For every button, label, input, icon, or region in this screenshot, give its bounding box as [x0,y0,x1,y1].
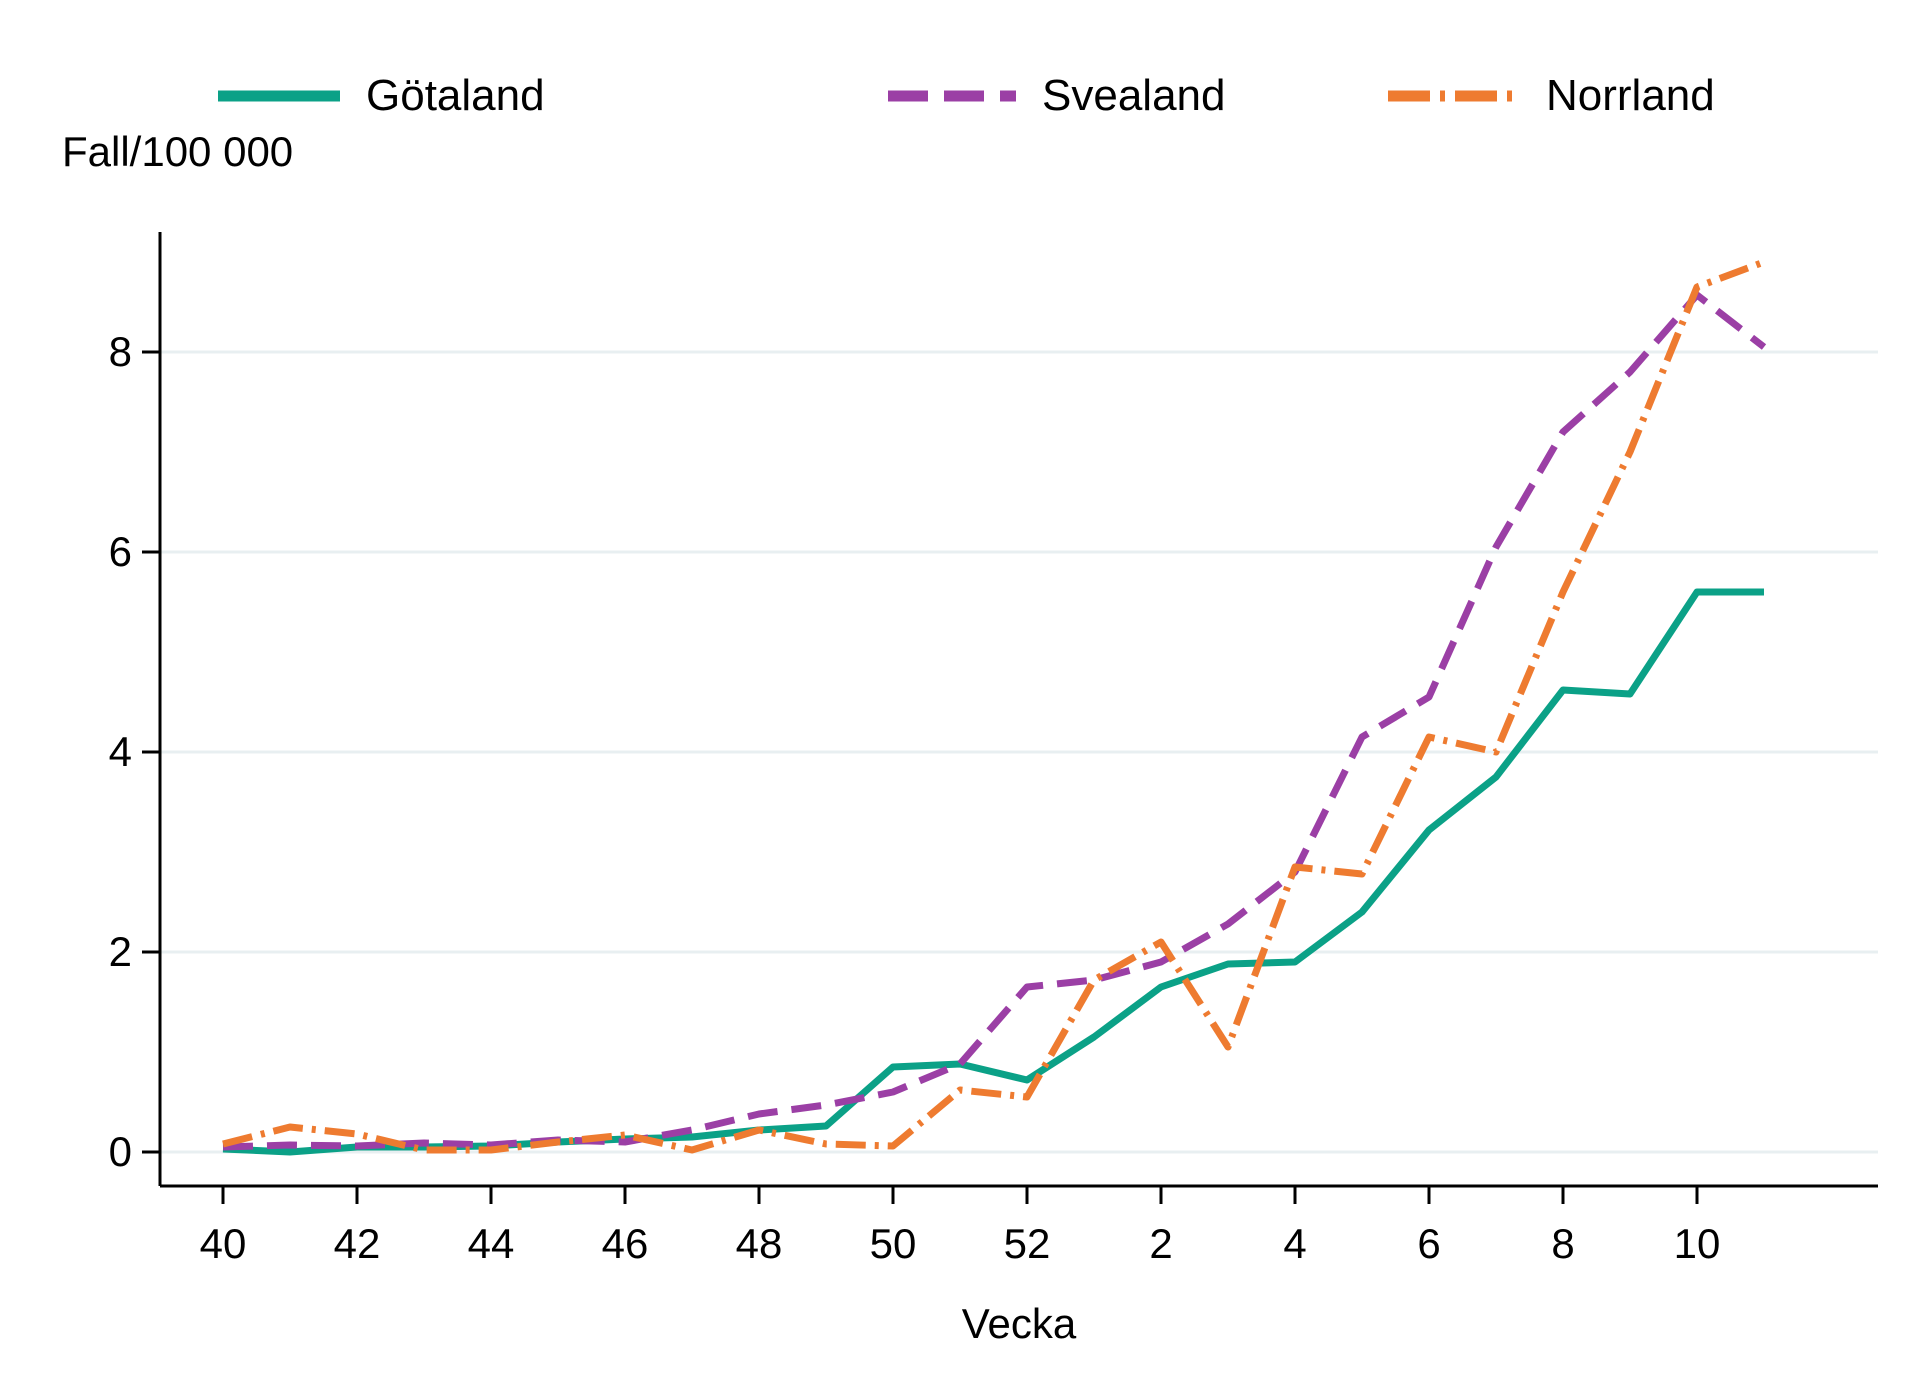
y-tick-label: 8 [109,328,132,375]
legend-item-norrland: Norrland [1388,70,1715,122]
x-tick-label: 10 [1674,1220,1721,1267]
y-tick-label: 6 [109,528,132,575]
x-tick-label: 4 [1283,1220,1306,1267]
legend-item-gotaland: Götaland [218,70,545,122]
legend-swatch-svealand [888,90,1016,102]
x-tick-label: 8 [1551,1220,1574,1267]
legend-swatch-gotaland [218,90,340,102]
series-line-0 [222,588,1764,1156]
y-axis-title: Fall/100 000 [62,128,294,175]
x-tick-label: 48 [736,1220,783,1267]
x-tick-label: 6 [1417,1220,1440,1267]
legend-item-svealand: Svealand [888,70,1225,122]
x-tick-label: 46 [602,1220,649,1267]
legend-label-norrland: Norrland [1546,71,1715,120]
legend-label-gotaland: Götaland [366,71,545,120]
legend-swatch-norrland [1388,90,1520,102]
y-tick-label: 2 [109,928,132,975]
y-tick-label: 4 [109,728,132,775]
x-tick-label: 52 [1004,1220,1051,1267]
y-tick-label: 0 [109,1128,132,1175]
x-tick-label: 44 [468,1220,515,1267]
x-tick-label: 40 [200,1220,247,1267]
legend-label-svealand: Svealand [1042,71,1226,120]
series-line-2 [222,258,1766,1154]
x-tick-label: 50 [870,1220,917,1267]
x-tick-label: 42 [334,1220,381,1267]
series-line-1 [222,291,1767,1151]
x-axis-title: Vecka [961,1300,1077,1347]
x-tick-label: 2 [1149,1220,1172,1267]
